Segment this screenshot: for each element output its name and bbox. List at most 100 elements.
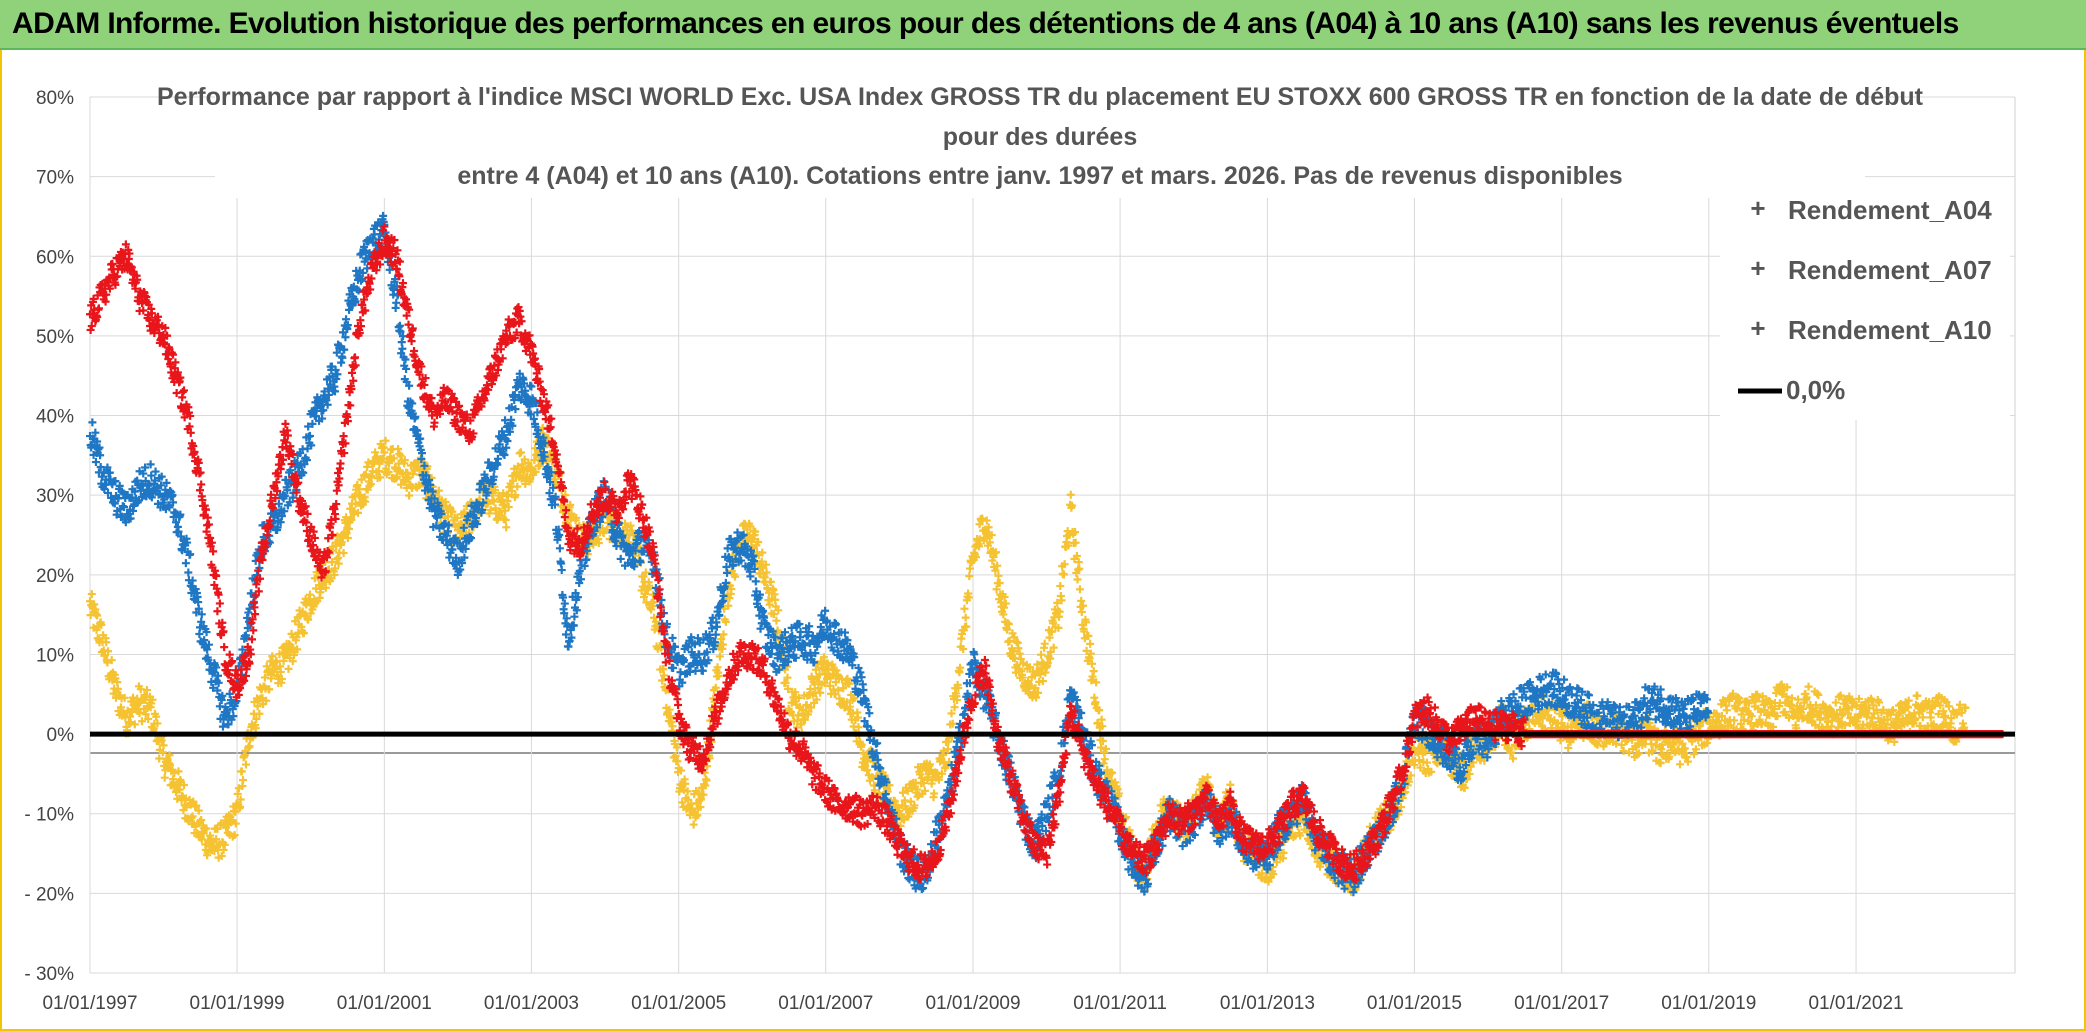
data-point: [1089, 667, 1098, 676]
data-point: [231, 819, 240, 828]
data-point: [104, 647, 113, 656]
x-tick-label: 01/01/2019: [1661, 993, 1756, 1014]
data-point: [361, 470, 370, 479]
data-point: [698, 666, 707, 675]
data-point: [668, 633, 677, 642]
data-point: [239, 776, 248, 785]
data-point: [265, 685, 274, 694]
x-tick-label: 01/01/2009: [925, 993, 1020, 1014]
data-point: [159, 741, 168, 750]
data-point: [123, 706, 132, 715]
data-point: [87, 590, 96, 599]
data-point: [327, 558, 336, 567]
x-tick-label: 01/01/2021: [1808, 993, 1903, 1014]
y-tick-label: 40%: [36, 407, 74, 428]
data-point: [298, 607, 307, 616]
data-point: [212, 835, 221, 844]
data-point: [202, 824, 211, 833]
data-point: [236, 795, 245, 804]
data-point: [144, 715, 153, 724]
x-tick-label: 01/01/1999: [190, 993, 285, 1014]
data-point: [961, 613, 970, 622]
data-point: [152, 712, 161, 721]
data-point: [181, 559, 190, 568]
data-point: [233, 789, 242, 798]
data-point: [120, 693, 129, 702]
data-point: [960, 604, 969, 613]
x-tick-label: 01/01/2003: [484, 993, 579, 1014]
data-point: [342, 513, 351, 522]
data-point: [277, 675, 286, 684]
data-point: [746, 572, 755, 581]
data-point: [366, 479, 375, 488]
data-point: [230, 831, 239, 840]
data-point: [392, 298, 401, 307]
x-tick-label: 01/01/2017: [1514, 993, 1609, 1014]
data-point: [138, 717, 147, 726]
data-point: [253, 702, 262, 711]
data-point: [865, 709, 874, 718]
data-point: [384, 467, 393, 476]
y-tick-label: - 30%: [24, 964, 74, 985]
data-point: [361, 497, 370, 506]
data-point: [343, 534, 352, 543]
data-point: [330, 564, 339, 573]
data-point: [268, 652, 277, 661]
data-point: [174, 767, 183, 776]
y-tick-label: - 10%: [24, 805, 74, 826]
x-tick-label: 01/01/2011: [1073, 993, 1167, 1014]
data-point: [669, 664, 678, 673]
x-tick-label: 01/01/2007: [778, 993, 873, 1014]
data-point: [90, 600, 99, 609]
data-point: [135, 709, 144, 718]
data-point: [160, 761, 169, 770]
data-point: [363, 462, 372, 471]
data-point: [102, 638, 111, 647]
data-point: [1073, 575, 1082, 584]
data-point: [756, 624, 765, 633]
data-point: [1040, 639, 1049, 648]
data-point: [245, 742, 254, 751]
y-tick-label: 70%: [36, 168, 74, 189]
data-point: [1676, 760, 1685, 769]
data-point: [1722, 706, 1731, 715]
y-tick-label: 80%: [36, 88, 74, 109]
data-point: [353, 508, 362, 517]
x-tick-label: 01/01/2001: [337, 993, 432, 1014]
data-point: [252, 714, 261, 723]
data-point: [376, 473, 385, 482]
data-point: [279, 656, 288, 665]
data-point: [1086, 639, 1095, 648]
data-point: [293, 645, 302, 654]
data-point: [194, 806, 203, 815]
page-title: ADAM Informe. Evolution historique des p…: [12, 7, 1959, 40]
data-point: [1804, 682, 1813, 691]
data-point: [1056, 581, 1065, 590]
data-point: [284, 664, 293, 673]
data-point: [116, 703, 125, 712]
data-point: [345, 524, 354, 533]
data-point: [276, 667, 285, 676]
data-point: [173, 794, 182, 803]
data-point: [217, 852, 226, 861]
data-point: [404, 473, 413, 482]
data-point: [182, 803, 191, 812]
data-point: [97, 620, 106, 629]
data-point: [1066, 490, 1075, 499]
data-point: [93, 611, 102, 620]
data-point: [396, 451, 405, 460]
data-point: [338, 353, 347, 362]
data-point: [113, 678, 122, 687]
data-point: [1037, 650, 1046, 659]
data-point: [357, 475, 366, 484]
data-point: [164, 759, 173, 768]
data-point: [236, 803, 245, 812]
data-point: [353, 481, 362, 490]
data-point: [141, 710, 150, 719]
y-tick-label: 20%: [36, 566, 74, 587]
data-point: [255, 709, 264, 718]
y-tick-label: 10%: [36, 645, 74, 666]
data-point: [689, 820, 698, 829]
data-point: [306, 609, 315, 618]
